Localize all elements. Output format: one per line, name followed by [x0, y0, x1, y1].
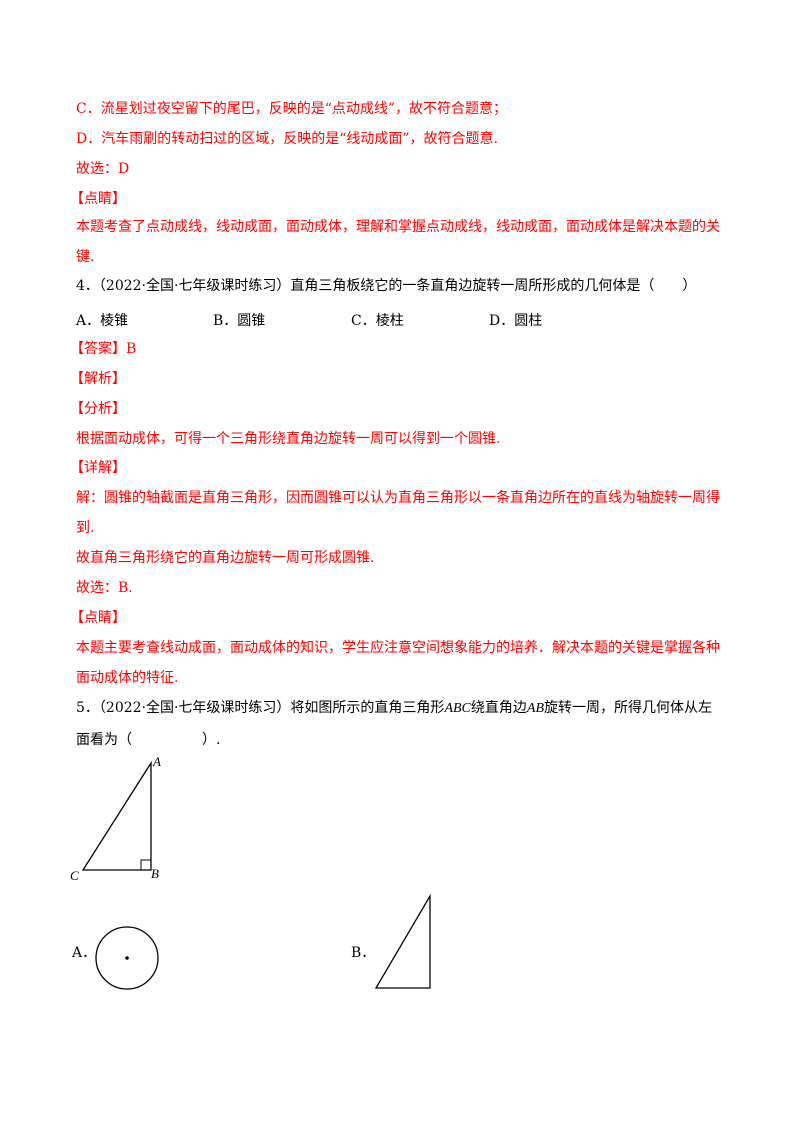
answer-q4: 【答案】B: [70, 341, 137, 357]
vertex-a-label: A: [153, 754, 161, 769]
q5-option-a-label: A．: [72, 945, 97, 961]
q4-option-a: A．棱锥: [76, 313, 129, 329]
question-5: 5．（2022·全国·七年级课时练习）将如图所示的直角三角形ABC绕直角边AB旋…: [76, 699, 712, 718]
q4-option-b: B．圆锥: [213, 313, 266, 329]
q5-text: 5．（2022·全国·七年级课时练习）将如图所示的直角三角形: [76, 700, 445, 716]
tip-text-q3: 本题考查了点动成线，线动成面，面动成体，理解和掌握点动成线，线动成面，面动成体是…: [76, 219, 720, 235]
fenxi-heading: 【分析】: [70, 401, 126, 417]
tip-text-q4: 本题主要考查线动成面，面动成体的知识，学生应注意空间想象能力的培养．解决本题的关…: [76, 640, 720, 656]
analysis-line-d: D．汽车雨刷的转动扫过的区域，反映的是“线动成面”，故符合题意.: [76, 131, 498, 147]
tip-text-q3-cont: 键.: [76, 249, 95, 265]
tip-heading-q4: 【点睛】: [70, 610, 126, 626]
right-angle-mark: [140, 859, 151, 870]
detail-text-cont: 到.: [76, 520, 95, 536]
q5-text: 旋转一周，所得几何体从左: [544, 700, 712, 716]
fenxi-text: 根据面动成体，可得一个三角形绕直角边旋转一周可以得到一个圆锥.: [76, 431, 501, 447]
vertex-b-label: B: [151, 866, 159, 881]
analysis-line-c: C．流星划过夜空留下的尾巴，反映的是“点动成线”，故不符合题意；: [76, 101, 508, 117]
option-a-center-dot: [125, 956, 129, 960]
question-5-cont: 面看为（ ）.: [76, 732, 221, 748]
tip-heading-q3: 【点睛】: [70, 191, 126, 207]
tip-text-q4-cont: 面动成体的特征.: [76, 670, 179, 686]
q5-side-name: AB: [526, 701, 544, 716]
q5-option-b-label: B．: [351, 945, 376, 961]
analysis-heading: 【解析】: [70, 371, 126, 387]
q5-triangle-name: ABC: [444, 701, 471, 716]
choice-q3: 故选：D: [76, 161, 130, 177]
q4-option-c: C．棱柱: [351, 313, 404, 329]
detail-text: 解：圆锥的轴截面是直角三角形，因而圆锥可以认为直角三角形以一条直角边所在的直线为…: [76, 490, 720, 506]
triangle-abc: [81, 760, 152, 871]
choice-q4: 故选：B.: [76, 580, 133, 596]
q4-option-d: D．圆柱: [489, 313, 543, 329]
detail-conclusion: 故直角三角形绕它的直角边旋转一周可形成圆锥.: [76, 550, 375, 566]
vertex-c-label: C: [70, 868, 79, 883]
option-b-triangle: [374, 893, 431, 989]
detail-heading: 【详解】: [70, 460, 126, 476]
q5-text: 绕直角边: [470, 700, 527, 716]
question-4: 4．（2022·全国·七年级课时练习）直角三角板绕它的一条直角边旋转一周所形成的…: [76, 278, 697, 294]
option-a-circle: [95, 926, 159, 990]
